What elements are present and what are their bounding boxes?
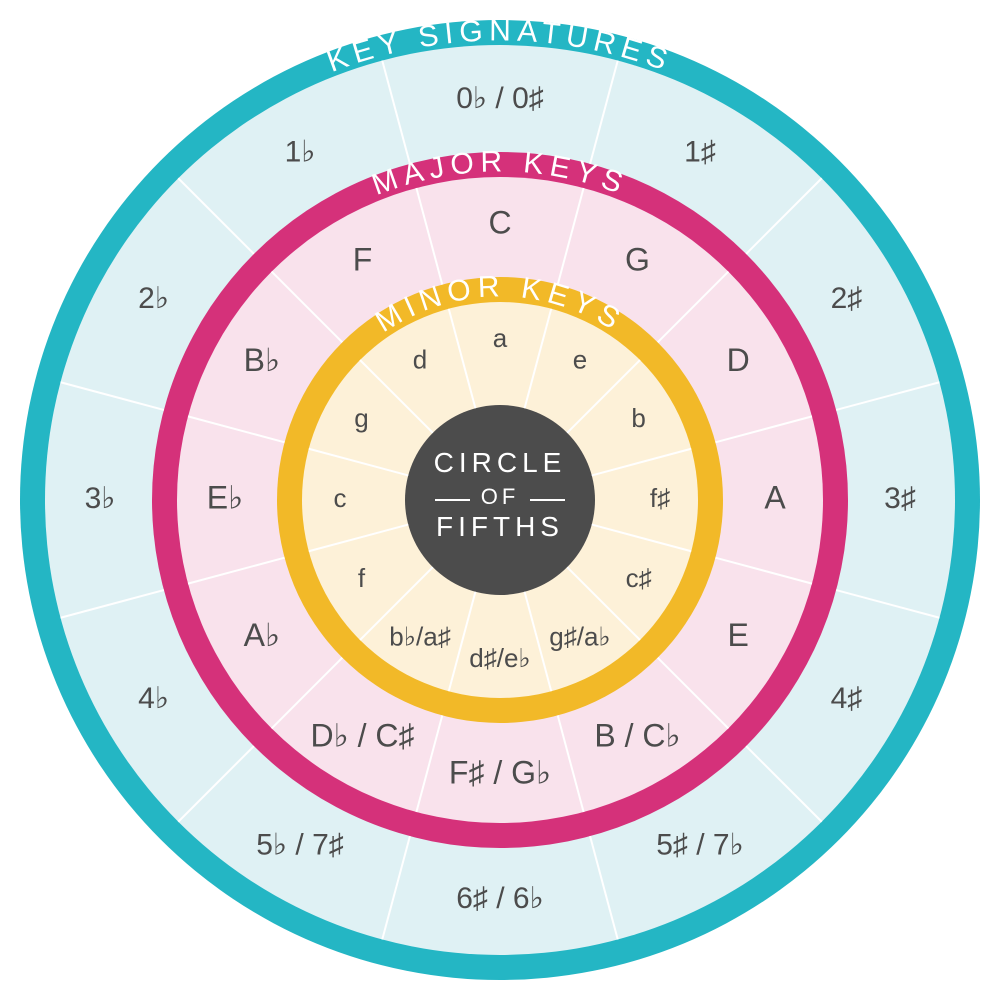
- key-signature-label: 3♭: [85, 482, 116, 515]
- center-title-line: CIRCLE: [434, 447, 567, 478]
- center-title-line: FIFTHS: [436, 511, 564, 542]
- major-key-label: C: [488, 204, 511, 240]
- center-title-line: OF: [481, 484, 520, 509]
- key-signature-label: 0♭ / 0♯: [456, 82, 544, 115]
- key-signature-label: 4♭: [138, 682, 169, 715]
- key-signature-label: 4♯: [831, 682, 863, 715]
- minor-key-label: g: [354, 403, 368, 433]
- major-key-label: E: [727, 617, 748, 653]
- key-signature-label: 6♯ / 6♭: [456, 882, 544, 915]
- circle-of-fifths-diagram: KEY SIGNATURESMAJOR KEYSMINOR KEYS0♭ / 0…: [0, 0, 1000, 1000]
- key-signature-label: 5♯ / 7♭: [656, 828, 744, 861]
- minor-key-label: f♯: [650, 483, 670, 513]
- major-key-label: B♭: [244, 342, 280, 378]
- major-key-label: F♯ / G♭: [449, 754, 551, 790]
- key-signature-label: 2♭: [138, 282, 169, 315]
- major-key-label: A♭: [244, 617, 280, 653]
- minor-key-label: g♯/a♭: [549, 621, 610, 651]
- minor-key-label: e: [573, 344, 587, 374]
- major-key-label: A: [764, 479, 786, 515]
- minor-key-label: b♭/a♯: [389, 621, 450, 651]
- minor-key-label: d♯/e♭: [469, 643, 530, 673]
- minor-key-label: a: [493, 323, 508, 353]
- minor-key-label: d: [413, 344, 427, 374]
- minor-key-label: f: [358, 563, 366, 593]
- major-key-label: D: [727, 342, 750, 378]
- major-key-label: F: [353, 241, 373, 277]
- major-key-label: E♭: [207, 479, 243, 515]
- key-signature-label: 3♯: [884, 482, 916, 515]
- major-key-label: D♭ / C♯: [311, 718, 415, 754]
- key-signature-label: 1♯: [684, 136, 716, 169]
- key-signature-label: 5♭ / 7♯: [256, 828, 344, 861]
- key-signature-label: 1♭: [285, 136, 316, 169]
- major-key-label: G: [625, 241, 650, 277]
- minor-key-label: c: [334, 483, 347, 513]
- major-key-label: B / C♭: [594, 718, 680, 754]
- minor-key-label: b: [631, 403, 645, 433]
- key-signature-label: 2♯: [831, 282, 863, 315]
- minor-key-label: c♯: [626, 563, 652, 593]
